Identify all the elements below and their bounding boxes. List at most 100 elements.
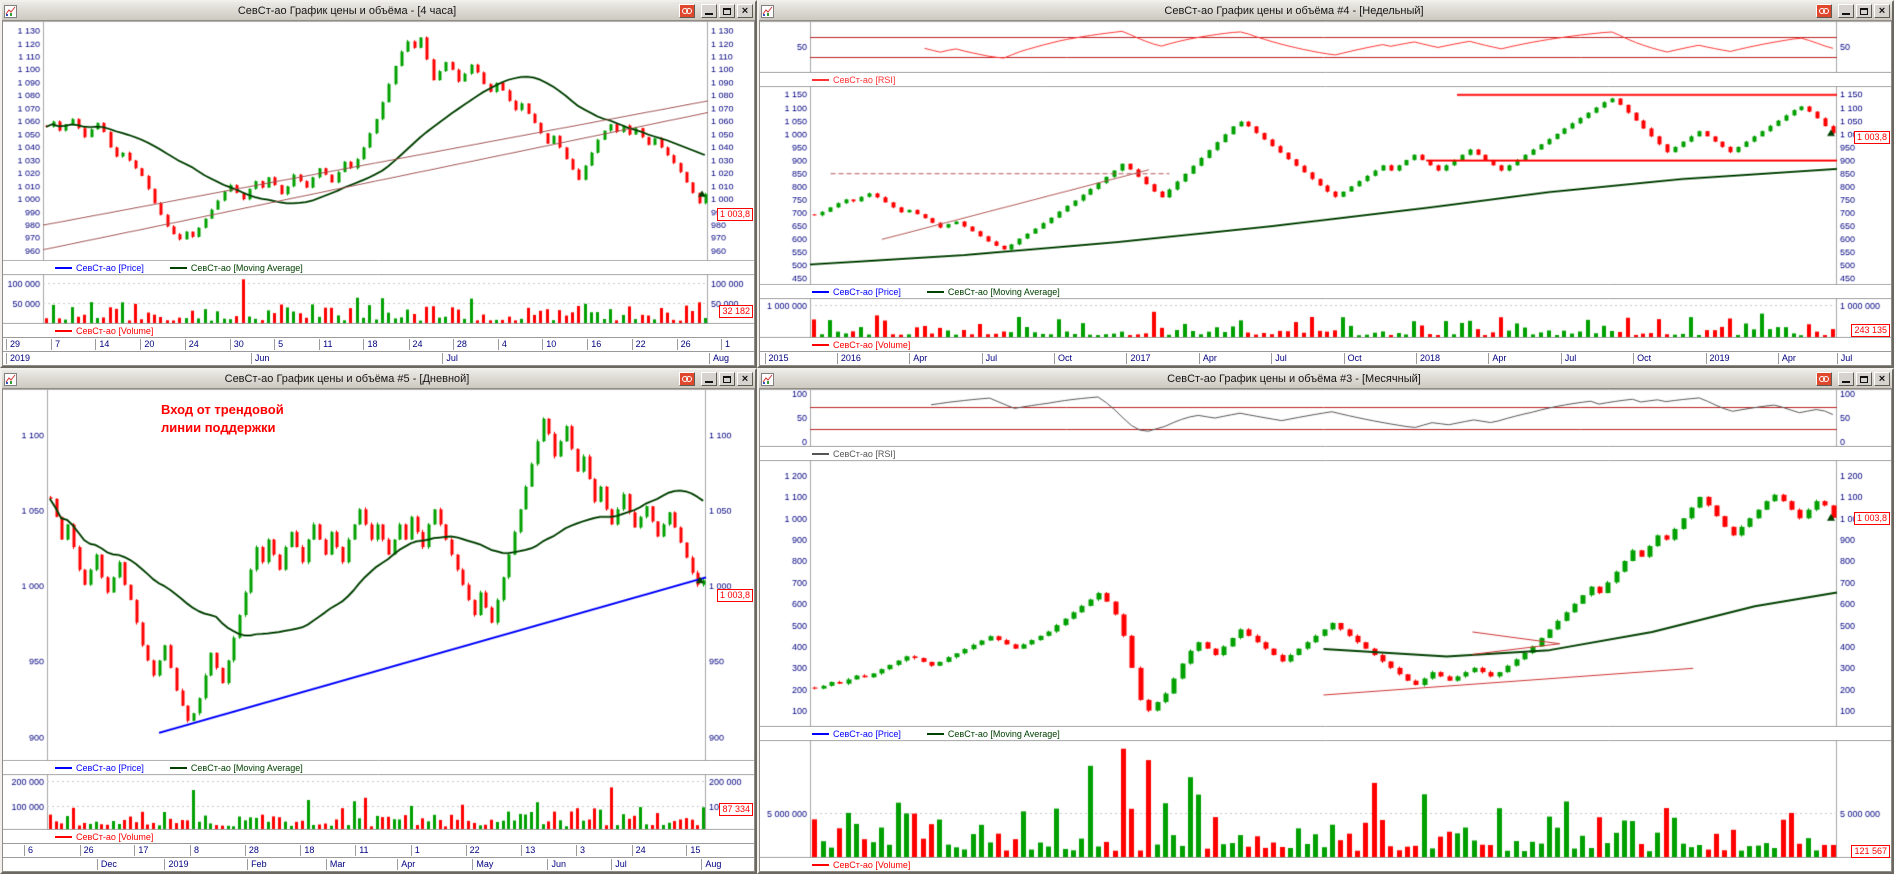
ma-legend-label: СевСт-ао [Moving Average] bbox=[947, 286, 1060, 297]
time-label: 16 bbox=[587, 339, 601, 350]
link-button[interactable] bbox=[1816, 4, 1832, 18]
price-chart-canvas[interactable] bbox=[3, 21, 754, 261]
price-legend: СевСт-ао [Price] СевСт-ао [Moving Averag… bbox=[760, 285, 1891, 298]
last-price-box: 1 003,8 bbox=[1853, 511, 1890, 525]
time-label: 14 bbox=[95, 339, 109, 350]
link-button[interactable] bbox=[1816, 372, 1832, 386]
window-titlebar[interactable]: СевСт-ао График цены и объёма - [4 часа]… bbox=[2, 2, 755, 21]
last-price-box: 1 003,8 bbox=[716, 588, 753, 602]
rsi-legend-swatch bbox=[812, 452, 829, 455]
price-pane[interactable]: 1 003,8 bbox=[760, 86, 1891, 285]
time-label: Jul bbox=[442, 353, 458, 364]
time-label: 22 bbox=[631, 339, 646, 350]
minimize-button[interactable] bbox=[701, 4, 717, 18]
time-label: 10 bbox=[542, 339, 556, 350]
ma-legend-label: СевСт-ао [Moving Average] bbox=[190, 762, 303, 773]
volume-legend: СевСт-ао [Volume] bbox=[760, 338, 1891, 351]
price-chart-canvas[interactable] bbox=[3, 389, 754, 761]
volume-pane[interactable]: 87 334 bbox=[3, 774, 754, 830]
time-label: 8 bbox=[189, 845, 199, 856]
rsi-pane[interactable] bbox=[760, 389, 1891, 447]
price-legend-swatch bbox=[55, 266, 72, 269]
chart-window-weekly: СевСт-ао График цены и объёма #4 - [Неде… bbox=[757, 0, 1894, 368]
price-legend-swatch bbox=[812, 732, 829, 735]
restore-button[interactable] bbox=[719, 372, 735, 386]
time-label: 22 bbox=[465, 845, 480, 856]
volume-legend-label: СевСт-ао [Volume] bbox=[76, 325, 154, 336]
ma-legend-swatch bbox=[926, 732, 944, 735]
volume-chart-canvas[interactable] bbox=[3, 274, 754, 324]
volume-legend-swatch bbox=[55, 329, 72, 332]
time-axis-row: 29 7 14 20 24 30 5 11 18 24 28 4 10 16 22 26 1 bbox=[3, 337, 754, 351]
time-label: 2019 bbox=[1705, 353, 1730, 364]
volume-legend-swatch bbox=[55, 835, 72, 838]
volume-pane[interactable]: 32 182 bbox=[3, 274, 754, 324]
time-label: Oct bbox=[1633, 353, 1651, 364]
time-label: 2018 bbox=[1415, 353, 1440, 364]
price-pane[interactable]: 1 003,8 bbox=[3, 21, 754, 261]
time-label: 26 bbox=[79, 845, 94, 856]
time-label: 1 bbox=[410, 845, 420, 856]
chart-window-icon bbox=[761, 372, 774, 386]
price-pane[interactable]: 1 003,8 bbox=[760, 460, 1891, 727]
time-label: 2019 bbox=[164, 859, 188, 870]
price-chart-canvas[interactable] bbox=[760, 460, 1891, 727]
rsi-chart-canvas[interactable] bbox=[760, 21, 1891, 73]
last-price-box: 1 003,8 bbox=[716, 208, 753, 222]
price-chart-canvas[interactable] bbox=[760, 86, 1891, 285]
time-label: Jul bbox=[981, 353, 997, 364]
restore-button[interactable] bbox=[1856, 4, 1872, 18]
volume-pane[interactable]: 121 567 bbox=[760, 740, 1891, 858]
time-label: 17 bbox=[134, 845, 148, 856]
window-titlebar[interactable]: СевСт-ао График цены и объёма #5 - [Днев… bbox=[2, 370, 755, 389]
window-titlebar[interactable]: СевСт-ао График цены и объёма #3 - [Меся… bbox=[759, 370, 1892, 389]
volume-chart-canvas[interactable] bbox=[760, 740, 1891, 858]
time-label: Jul bbox=[1560, 353, 1576, 364]
time-axis[interactable]: 29 7 14 20 24 30 5 11 18 24 28 4 10 16 22 26 1 2019 Jun Jul… bbox=[3, 337, 754, 365]
restore-button[interactable] bbox=[1856, 372, 1872, 386]
time-label: Apr bbox=[1198, 353, 1217, 364]
price-legend-label: СевСт-ао [Price] bbox=[76, 762, 144, 773]
price-legend: СевСт-ао [Price] СевСт-ао [Moving Averag… bbox=[3, 261, 754, 274]
price-legend-label: СевСт-ао [Price] bbox=[76, 262, 144, 273]
close-button[interactable]: × bbox=[1874, 372, 1890, 386]
time-label: 5 bbox=[274, 339, 283, 350]
minimize-button[interactable] bbox=[1838, 372, 1854, 386]
chart-window-icon bbox=[4, 372, 17, 386]
volume-legend: СевСт-ао [Volume] bbox=[3, 324, 754, 337]
time-label: 18 bbox=[300, 845, 314, 856]
price-legend-swatch bbox=[812, 290, 829, 293]
time-label: Jun bbox=[250, 353, 269, 364]
chart-window-daily: СевСт-ао График цены и объёма #5 - [Днев… bbox=[0, 368, 757, 874]
time-label: Jul bbox=[1836, 353, 1852, 364]
ma-legend-swatch bbox=[169, 266, 187, 269]
rsi-legend-label: СевСт-ао [RSI] bbox=[833, 74, 896, 85]
close-button[interactable]: × bbox=[1874, 4, 1890, 18]
link-button[interactable] bbox=[679, 372, 695, 386]
time-label: 26 bbox=[676, 339, 691, 350]
time-label: Apr bbox=[397, 859, 415, 870]
minimize-button[interactable] bbox=[701, 372, 717, 386]
time-label: 2019 bbox=[6, 353, 30, 364]
volume-pane[interactable]: 243 135 bbox=[760, 298, 1891, 338]
volume-chart-canvas[interactable] bbox=[3, 774, 754, 830]
rsi-pane[interactable] bbox=[760, 21, 1891, 73]
minimize-button[interactable] bbox=[1838, 4, 1854, 18]
time-label: Apr bbox=[909, 353, 927, 364]
window-titlebar[interactable]: СевСт-ао График цены и объёма #4 - [Неде… bbox=[759, 2, 1892, 21]
time-axis[interactable]: 6 26 17 8 28 18 11 1 22 13 3 24 15 Dec 2019 Feb Mar Apr Ma… bbox=[3, 843, 754, 871]
close-button[interactable]: × bbox=[737, 372, 753, 386]
time-label: 6 bbox=[24, 845, 33, 856]
price-pane[interactable]: Вход от трендовой линии поддержки 1 003,… bbox=[3, 389, 754, 761]
link-button[interactable] bbox=[679, 4, 695, 18]
time-axis-row: 2015 2016 Apr Jul Oct 2017 Apr Jul Oct 2018 Apr Jul… bbox=[760, 351, 1891, 365]
time-label: 24 bbox=[631, 845, 646, 856]
restore-button[interactable] bbox=[719, 4, 735, 18]
time-label: 11 bbox=[319, 339, 333, 350]
time-axis[interactable]: 2015 2016 Apr Jul Oct 2017 Apr Jul Oct 2018 Apr Jul… bbox=[760, 351, 1891, 365]
volume-chart-canvas[interactable] bbox=[760, 298, 1891, 338]
rsi-chart-canvas[interactable] bbox=[760, 389, 1891, 447]
time-axis-row: Dec 2019 Feb Mar Apr May Jun Jul Aug bbox=[3, 857, 754, 871]
time-label: 28 bbox=[452, 339, 467, 350]
close-button[interactable]: × bbox=[737, 4, 753, 18]
